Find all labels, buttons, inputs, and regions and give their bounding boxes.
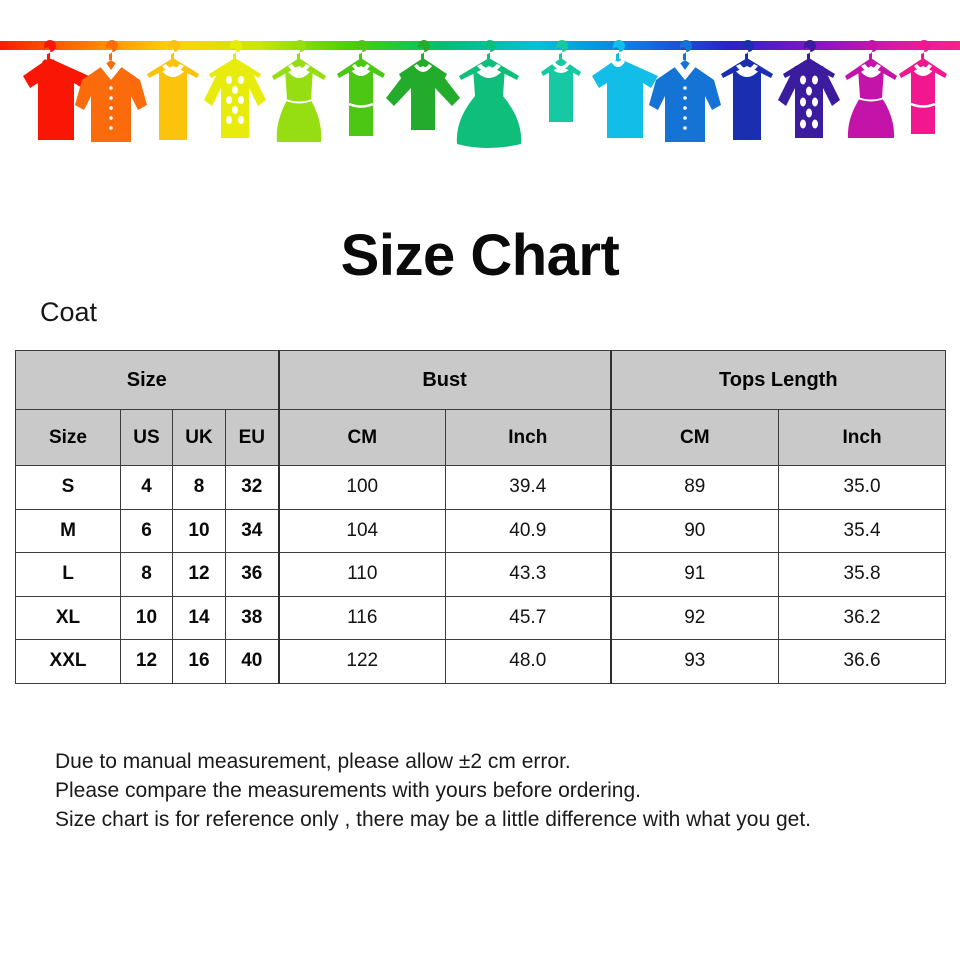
cell-bust-cm: 122 — [277, 639, 447, 684]
cell-us: 8 — [120, 552, 173, 597]
table-row: L 8 12 36 110 43.3 91 35.8 — [15, 552, 947, 597]
garment-argyle-sweater-purple — [778, 40, 840, 138]
group-header-bust: Bust — [277, 350, 612, 410]
cell-size: XL — [15, 595, 121, 640]
size-chart-table: Size Bust Tops Length Size US UK EU CM I… — [14, 350, 947, 684]
column-header-uk: UK — [172, 409, 226, 466]
note-line-2: Please compare the measurements with you… — [55, 779, 641, 802]
garment-button-shirt-orange — [75, 40, 147, 142]
garment-tank-top-yellow — [147, 40, 199, 140]
cell-size: M — [15, 508, 121, 553]
cell-us: 6 — [120, 508, 173, 553]
cell-eu: 40 — [224, 639, 280, 684]
cell-bust-inch: 43.3 — [445, 552, 612, 597]
cell-us: 12 — [120, 639, 173, 684]
clothes-rod — [0, 41, 960, 50]
cell-uk: 14 — [172, 595, 226, 640]
column-header-length-cm: CM — [609, 409, 780, 466]
table-row: XL 10 14 38 116 45.7 92 36.2 — [15, 595, 947, 640]
cell-length-cm: 91 — [609, 552, 780, 597]
cell-size: S — [15, 465, 121, 510]
garment-button-shirt-blue — [649, 40, 721, 142]
table-row: XXL 12 16 40 122 48.0 93 36.6 — [15, 639, 947, 684]
garment-patterned-sweater-yellowgreen — [204, 40, 266, 138]
column-header-size: Size — [15, 409, 121, 466]
column-header-eu: EU — [224, 409, 280, 466]
garment-flared-dress-teal — [456, 40, 522, 148]
cell-eu: 32 — [224, 465, 280, 510]
table-row: M 6 10 34 104 40.9 90 35.4 — [15, 508, 947, 553]
cell-us: 10 — [120, 595, 173, 640]
cell-size: L — [15, 552, 121, 597]
clothesline-illustration — [0, 40, 960, 148]
column-header-length-inch: Inch — [778, 409, 947, 466]
cell-length-cm: 92 — [609, 595, 780, 640]
cell-length-cm: 90 — [609, 508, 780, 553]
disclaimer-notes: Due to manual measurement, please allow … — [55, 747, 935, 834]
cell-length-cm: 89 — [609, 465, 780, 510]
cell-bust-cm: 110 — [277, 552, 447, 597]
group-header-tops-length: Tops Length — [609, 350, 947, 410]
cell-eu: 34 — [224, 508, 280, 553]
cell-length-inch: 35.4 — [778, 508, 947, 553]
column-header-bust-inch: Inch — [445, 409, 612, 466]
garment-tank-dress-navy — [721, 40, 773, 140]
cell-length-inch: 35.8 — [778, 552, 947, 597]
column-header-bust-cm: CM — [277, 409, 447, 466]
cell-bust-inch: 48.0 — [445, 639, 612, 684]
clothesline-banner — [0, 0, 960, 190]
cell-length-cm: 93 — [609, 639, 780, 684]
cell-bust-inch: 39.4 — [445, 465, 612, 510]
garment-tank-top-pink — [899, 40, 947, 134]
note-line-1: Due to manual measurement, please allow … — [55, 750, 571, 773]
group-header-size: Size — [14, 350, 280, 410]
garment-dress-green — [272, 40, 326, 142]
cell-eu: 36 — [224, 552, 280, 597]
garment-long-sleeve-top-green — [386, 40, 460, 130]
table-head: Size Bust Tops Length Size US UK EU CM I… — [14, 350, 947, 466]
cell-length-inch: 35.0 — [778, 465, 947, 510]
note-line-3: Size chart is for reference only , there… — [55, 808, 811, 831]
cell-bust-cm: 100 — [277, 465, 447, 510]
cell-size: XXL — [15, 639, 121, 684]
cell-uk: 10 — [172, 508, 226, 553]
garment-t-shirt-cyan — [592, 40, 658, 138]
cell-bust-cm: 104 — [277, 508, 447, 553]
garment-tank-top-green — [337, 40, 385, 136]
cell-uk: 12 — [172, 552, 226, 597]
cell-bust-inch: 45.7 — [445, 595, 612, 640]
cell-length-inch: 36.6 — [778, 639, 947, 684]
cell-us: 4 — [120, 465, 173, 510]
table-body: S 4 8 32 100 39.4 89 35.0 M 6 10 34 104 … — [15, 465, 947, 684]
cell-bust-cm: 116 — [277, 595, 447, 640]
group-header-row: Size Bust Tops Length — [14, 350, 947, 410]
column-header-row: Size US UK EU CM Inch CM Inch — [15, 409, 947, 466]
garment-t-shirt-red — [23, 40, 89, 140]
size-table-container: Size Bust Tops Length Size US UK EU CM I… — [14, 350, 947, 684]
table-row: S 4 8 32 100 39.4 89 35.0 — [15, 465, 947, 510]
category-label: Coat — [40, 297, 98, 327]
page-title: Size Chart — [340, 223, 620, 288]
cell-bust-inch: 40.9 — [445, 508, 612, 553]
garment-party-dress-magenta — [845, 40, 897, 138]
cell-uk: 8 — [172, 465, 226, 510]
column-header-us: US — [120, 409, 173, 466]
garment-crop-top-teal — [541, 40, 581, 122]
cell-uk: 16 — [172, 639, 226, 684]
cell-length-inch: 36.2 — [778, 595, 947, 640]
cell-eu: 38 — [224, 595, 280, 640]
